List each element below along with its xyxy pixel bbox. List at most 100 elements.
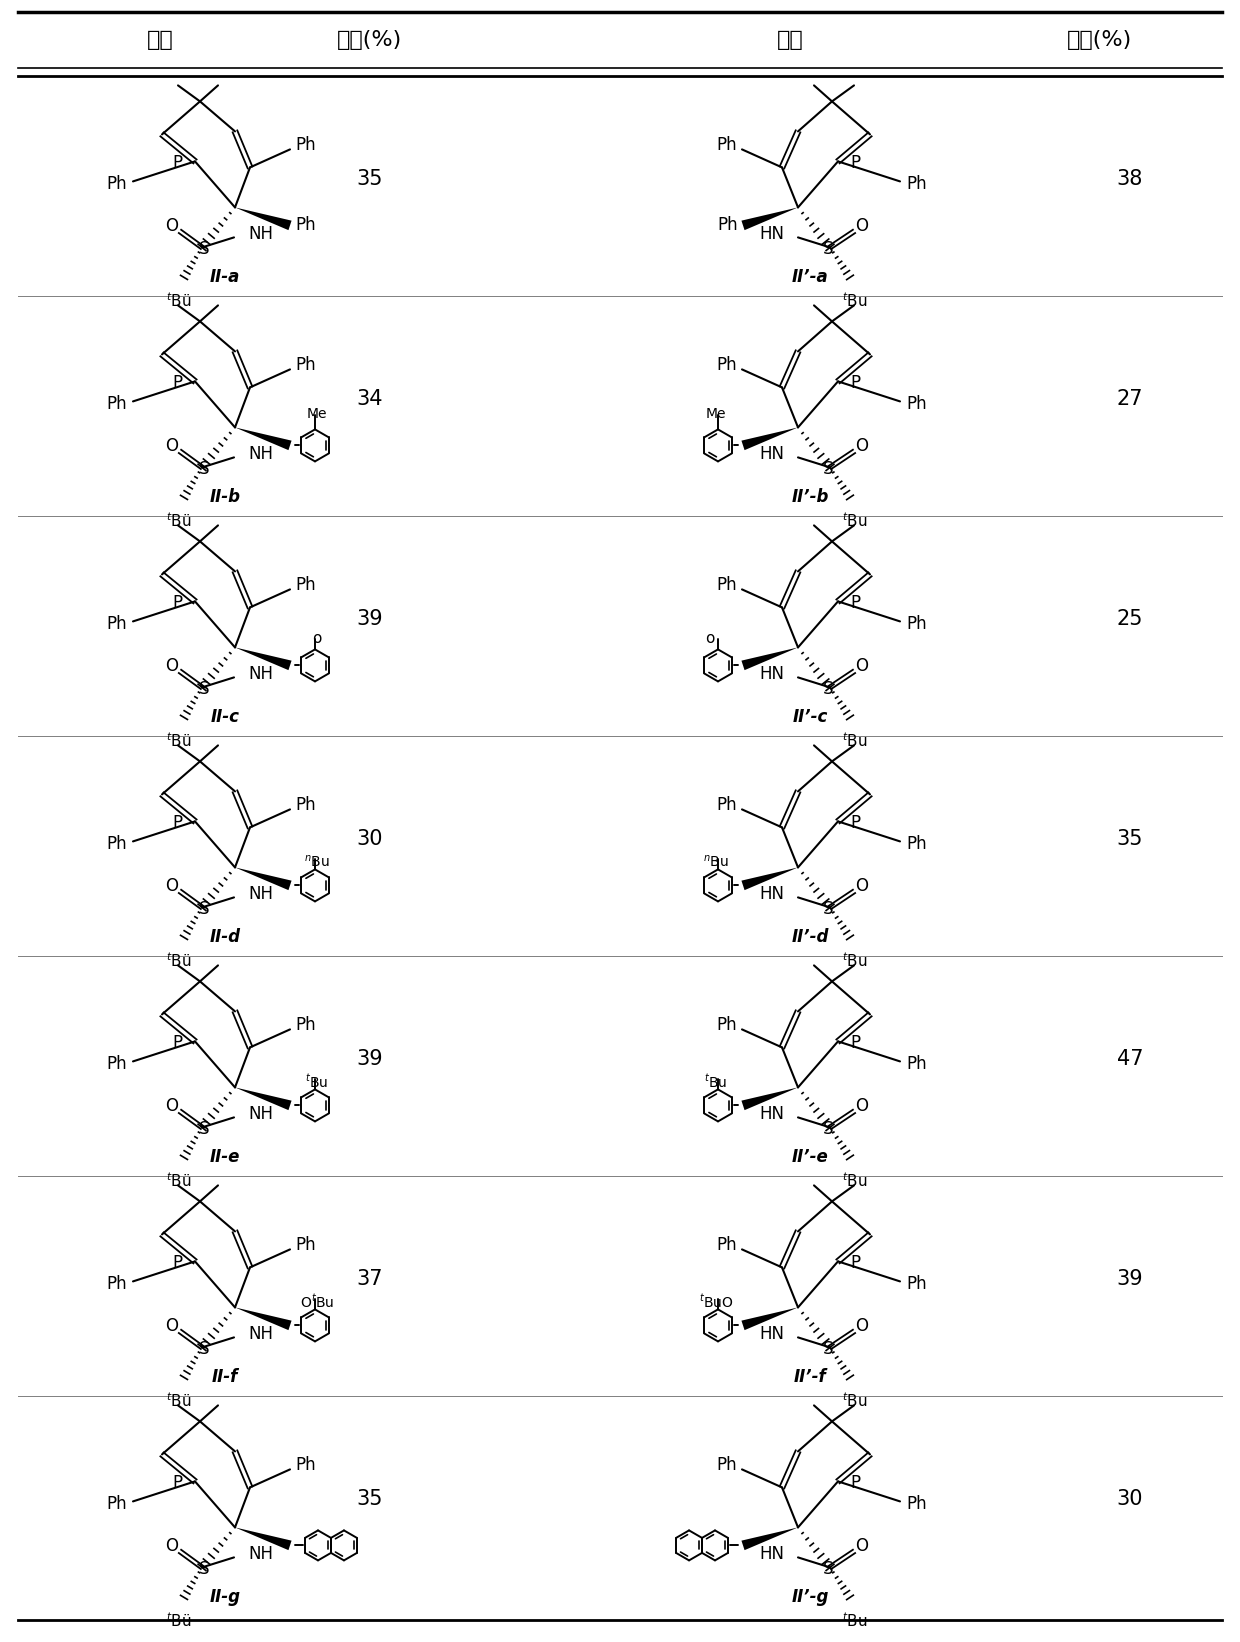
Text: NH: NH — [248, 885, 273, 903]
Text: HN: HN — [759, 1325, 784, 1343]
Polygon shape — [742, 867, 799, 890]
Text: $^t$Bü: $^t$Bü — [166, 511, 192, 530]
Polygon shape — [742, 427, 799, 450]
Text: O$^t$Bu: O$^t$Bu — [300, 1294, 334, 1310]
Text: S: S — [823, 1120, 833, 1138]
Text: S: S — [198, 240, 210, 258]
Text: Ph: Ph — [107, 396, 126, 414]
Polygon shape — [236, 867, 291, 890]
Text: 产率(%): 产率(%) — [337, 30, 403, 49]
Text: $^t$BuO: $^t$BuO — [698, 1294, 733, 1310]
Text: Ph: Ph — [717, 1456, 737, 1475]
Text: O: O — [856, 1097, 868, 1115]
Text: $^t$Bu: $^t$Bu — [842, 951, 868, 970]
Text: S: S — [198, 1340, 210, 1358]
Text: Me: Me — [306, 407, 327, 422]
Text: $^t$Bu: $^t$Bu — [842, 1611, 868, 1631]
Text: $^n$Bu: $^n$Bu — [703, 854, 729, 869]
Text: S: S — [823, 460, 833, 478]
Text: O: O — [856, 217, 868, 235]
Text: Ph: Ph — [107, 176, 126, 194]
Text: Ph: Ph — [906, 1276, 926, 1294]
Text: NH: NH — [248, 665, 273, 683]
Text: O: O — [856, 1537, 868, 1555]
Text: HN: HN — [759, 885, 784, 903]
Text: Ph: Ph — [906, 396, 926, 414]
Text: Ph: Ph — [295, 1016, 316, 1034]
Text: $^t$Bü: $^t$Bü — [166, 731, 192, 750]
Text: HN: HN — [759, 1105, 784, 1123]
Text: o: o — [704, 632, 714, 647]
Text: o: o — [312, 632, 321, 647]
Text: Ph: Ph — [906, 616, 926, 634]
Text: II-e: II-e — [210, 1148, 241, 1166]
Text: O: O — [165, 657, 179, 675]
Text: Ph: Ph — [107, 1276, 126, 1294]
Text: Ph: Ph — [717, 136, 737, 154]
Text: Ph: Ph — [295, 576, 316, 594]
Text: $^t$Bu: $^t$Bu — [842, 291, 868, 310]
Text: Ph: Ph — [717, 1236, 737, 1254]
Text: P: P — [172, 374, 184, 392]
Text: Ph: Ph — [717, 1016, 737, 1034]
Text: P: P — [172, 814, 184, 832]
Text: 35: 35 — [357, 1489, 383, 1509]
Text: 产物: 产物 — [146, 30, 174, 49]
Text: 产物: 产物 — [776, 30, 804, 49]
Text: O: O — [856, 1317, 868, 1335]
Text: II’-g: II’-g — [791, 1588, 828, 1606]
Text: HN: HN — [759, 665, 784, 683]
Text: Ph: Ph — [717, 576, 737, 594]
Text: S: S — [823, 1560, 833, 1578]
Text: Ph: Ph — [906, 836, 926, 854]
Text: 产率(%): 产率(%) — [1068, 30, 1132, 49]
Text: Ph: Ph — [295, 1236, 316, 1254]
Text: 35: 35 — [357, 169, 383, 189]
Text: S: S — [823, 240, 833, 258]
Text: P: P — [849, 594, 861, 612]
Text: $^t$Bü: $^t$Bü — [166, 1611, 192, 1631]
Text: Ph: Ph — [107, 836, 126, 854]
Polygon shape — [742, 1087, 799, 1110]
Text: S: S — [823, 680, 833, 698]
Text: Ph: Ph — [295, 136, 316, 154]
Text: HN: HN — [759, 445, 784, 463]
Text: O: O — [856, 657, 868, 675]
Text: O: O — [165, 1097, 179, 1115]
Text: II’-b: II’-b — [791, 488, 828, 506]
Text: NH: NH — [248, 1105, 273, 1123]
Text: O: O — [165, 217, 179, 235]
Text: $^t$Bu: $^t$Bu — [842, 511, 868, 530]
Text: O: O — [165, 1317, 179, 1335]
Text: Ph: Ph — [295, 1456, 316, 1475]
Text: O: O — [856, 437, 868, 455]
Polygon shape — [236, 427, 291, 450]
Polygon shape — [236, 647, 291, 670]
Text: P: P — [849, 1034, 861, 1053]
Text: Ph: Ph — [295, 796, 316, 814]
Text: O: O — [165, 877, 179, 895]
Text: Ph: Ph — [906, 176, 926, 194]
Text: 30: 30 — [1117, 1489, 1143, 1509]
Text: Ph: Ph — [906, 1496, 926, 1514]
Text: P: P — [172, 154, 184, 172]
Text: II-a: II-a — [210, 268, 241, 286]
Text: 39: 39 — [357, 609, 383, 629]
Polygon shape — [236, 1307, 291, 1330]
Text: O: O — [165, 437, 179, 455]
Text: $^t$Bu: $^t$Bu — [704, 1074, 728, 1090]
Text: II’-f: II’-f — [794, 1368, 826, 1386]
Text: 39: 39 — [357, 1049, 383, 1069]
Text: P: P — [849, 814, 861, 832]
Text: NH: NH — [248, 445, 273, 463]
Text: $^t$Bü: $^t$Bü — [166, 951, 192, 970]
Text: P: P — [172, 594, 184, 612]
Polygon shape — [742, 647, 799, 670]
Text: II’-d: II’-d — [791, 928, 828, 946]
Polygon shape — [742, 1307, 799, 1330]
Text: P: P — [849, 1475, 861, 1493]
Text: $^t$Bu: $^t$Bu — [305, 1074, 329, 1090]
Text: $^t$Bü: $^t$Bü — [166, 1171, 192, 1190]
Text: P: P — [172, 1034, 184, 1053]
Text: S: S — [198, 1120, 210, 1138]
